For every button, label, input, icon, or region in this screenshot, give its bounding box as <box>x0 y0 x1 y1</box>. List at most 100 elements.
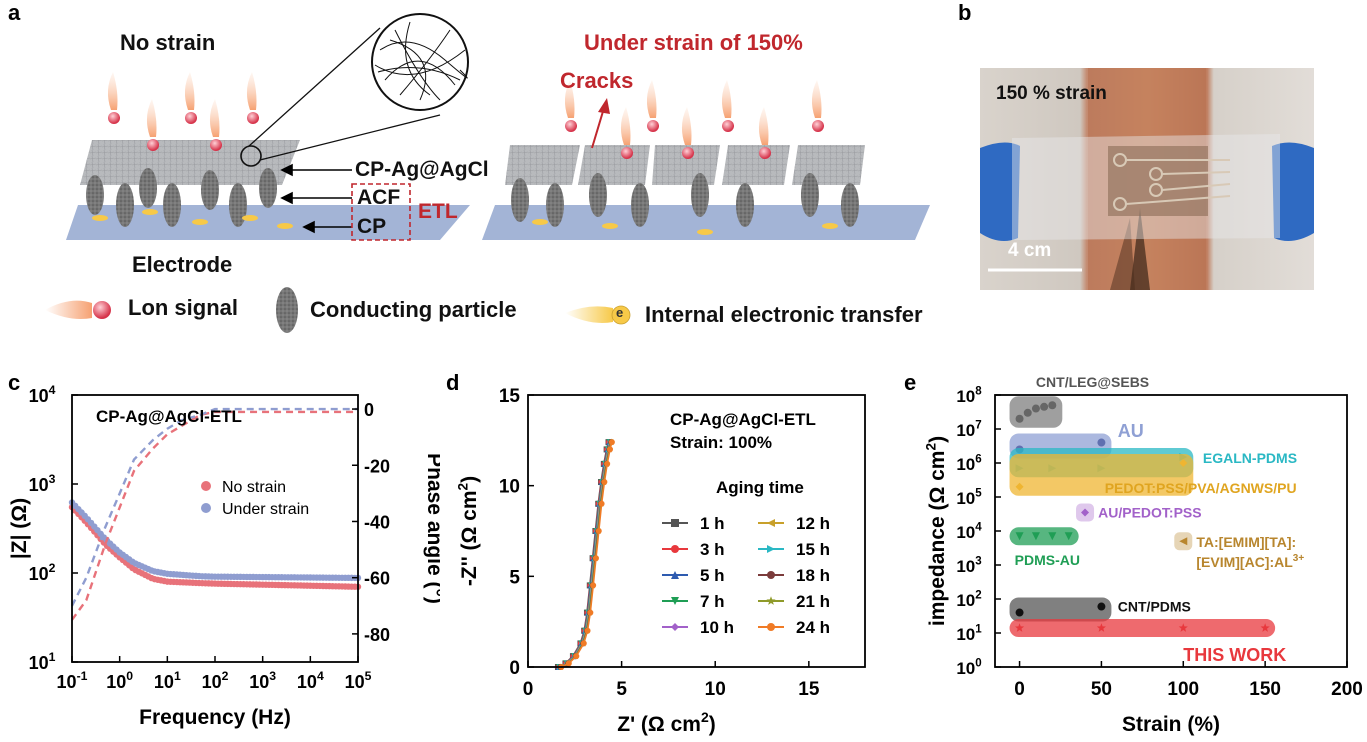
series-label: EGALN-PDMS <box>1203 450 1297 466</box>
series-pdms-au: PDMS-AU <box>1009 527 1080 568</box>
plot-frame <box>527 394 866 668</box>
under-strain-title: Under strain of 150% <box>584 30 803 55</box>
data-point <box>592 555 599 562</box>
y-right-tick-label: -20 <box>364 456 390 476</box>
panel-d: d 0 5 10 15 0 5 10 15 Z' (Ω cm2) -Z'' (Ω cm2) CP-A… <box>440 360 900 737</box>
series-band <box>1009 454 1194 496</box>
phase-line <box>71 410 358 621</box>
legend-label-electron: Internal electronic transfer <box>645 302 923 327</box>
y-right-tick-label: -40 <box>364 512 390 532</box>
legend-label: 12 h <box>796 514 830 533</box>
y-tick-label: 5 <box>509 567 520 588</box>
crack-arrow-icon <box>591 98 610 149</box>
zoom-circle-small <box>240 145 262 167</box>
electron-glyph: e <box>616 305 624 320</box>
legend-marker <box>201 503 211 513</box>
data-point <box>608 439 615 446</box>
y-axis-label: impedance (Ω cm2) <box>924 436 949 626</box>
legend-label: 24 h <box>796 618 830 637</box>
ions-left <box>107 72 259 151</box>
no-strain-title: No strain <box>120 30 216 55</box>
legend: No strain Under strain <box>201 479 309 518</box>
cp-ag-layer-left <box>80 140 300 185</box>
data-point <box>1048 401 1057 410</box>
x-tick-label: 100 <box>1167 679 1199 700</box>
particles-left <box>86 168 277 227</box>
y-tick-label: 15 <box>499 386 521 407</box>
panel-e-letter: e <box>904 370 917 395</box>
legend-marker <box>671 623 679 631</box>
chart-annotation: CP-Ag@AgCl-ETL <box>96 407 242 426</box>
series-label: CNT/PDMS <box>1118 599 1191 615</box>
legend-label: 5 h <box>700 566 725 585</box>
data-point <box>565 660 572 667</box>
data-point <box>1096 623 1106 632</box>
series-label: [EVIM][AC]:AL3+ <box>1196 553 1304 570</box>
panel-d-letter: d <box>446 370 460 395</box>
legend-marker <box>671 597 679 605</box>
fiber-network-icon <box>374 21 468 101</box>
x-tick-label: 200 <box>1331 679 1363 700</box>
nyquist-chart: 0 5 10 15 0 5 10 15 Z' (Ω cm2) -Z'' (Ω cm2) CP-Ag@… <box>456 386 866 736</box>
series-cnt-leg-sebs: CNT/LEG@SEBS <box>1009 374 1149 428</box>
data-point <box>1097 602 1106 611</box>
electron-transfer-icon <box>565 305 631 325</box>
series-label: PDMS-AU <box>1015 552 1080 568</box>
y-tick-label: 104 <box>956 521 982 542</box>
panel-e: e CNT/LEG@SEBS AU EGALN-PDMS PEDOT:PSS/PVA/… <box>900 360 1367 737</box>
legend: 1 h 3 h 5 h 7 h 10 h 12 h 15 h 18 h 21 h 24 h <box>662 514 830 637</box>
legend-label: 10 h <box>700 618 734 637</box>
y-tick-label: 102 <box>29 561 56 584</box>
data-point <box>584 627 591 634</box>
y-tick-label: 10 <box>499 477 520 498</box>
y-right-axis-label: Phase angle (°) <box>423 453 446 604</box>
x-tick-label: 105 <box>345 669 372 692</box>
series-label: AU <box>1118 421 1144 441</box>
legend-marker <box>767 623 775 631</box>
layer-cp-label: CP <box>357 215 387 238</box>
electrode-traces <box>1113 153 1231 211</box>
series-band <box>1009 597 1112 622</box>
y-tick-label: 108 <box>956 385 982 406</box>
series-this-work: THIS WORK <box>1009 619 1286 665</box>
series-au-pedot-pss: AU/PEDOT:PSS <box>1076 503 1202 522</box>
legend-label: 15 h <box>796 540 830 559</box>
strain-photo: 150 % strain 4 cm <box>980 68 1314 290</box>
cracks-label: Cracks <box>560 68 634 93</box>
legend-label: 1 h <box>700 514 725 533</box>
etl-label: ETL <box>418 200 458 223</box>
layer-cp-ag-label: CP-Ag@AgCl <box>355 158 489 181</box>
y-right-tick-label: -80 <box>364 625 390 645</box>
svg-text:Phase angle (°): Phase angle (°) <box>423 453 440 604</box>
panel-c-letter: c <box>8 370 21 395</box>
data-point <box>1048 532 1057 541</box>
series-band <box>1009 527 1079 546</box>
panel-b-letter: b <box>958 0 972 25</box>
legend-label: Under strain <box>222 501 309 518</box>
data-point <box>1015 482 1024 491</box>
data-point <box>580 640 587 647</box>
series-no-strain <box>68 503 362 590</box>
series-pedot-pss-pva-agnws-pu: PEDOT:PSS/PVA/AGNWS/PU <box>1009 454 1297 496</box>
legend-label-ion: Lon signal <box>128 295 238 320</box>
y-tick-label: 102 <box>956 589 981 610</box>
x-tick-label: 100 <box>106 669 133 692</box>
x-axis-label: Z' (Ω cm2) <box>617 709 715 736</box>
phase-line <box>70 407 358 607</box>
data-point <box>1064 532 1073 541</box>
y-tick-label: 103 <box>29 472 56 495</box>
ions-right <box>564 80 824 159</box>
data-point <box>1260 623 1270 632</box>
x-tick-label: 103 <box>249 669 276 692</box>
y-right-tick-label: 0 <box>364 400 374 420</box>
panel-a: a No strain Under strain of 150% Cracks … <box>0 0 950 340</box>
legend-marker <box>767 545 775 553</box>
data-point <box>590 582 597 589</box>
legend-label: 3 h <box>700 540 725 559</box>
series-label: AU/PEDOT:PSS <box>1098 505 1201 521</box>
conducting-particle-icon <box>276 287 298 333</box>
x-tick-label: 10 <box>705 679 726 700</box>
legend-label: 18 h <box>796 566 830 585</box>
zoom-circle-fibers <box>371 13 469 111</box>
y-tick-label: 0 <box>509 658 520 679</box>
